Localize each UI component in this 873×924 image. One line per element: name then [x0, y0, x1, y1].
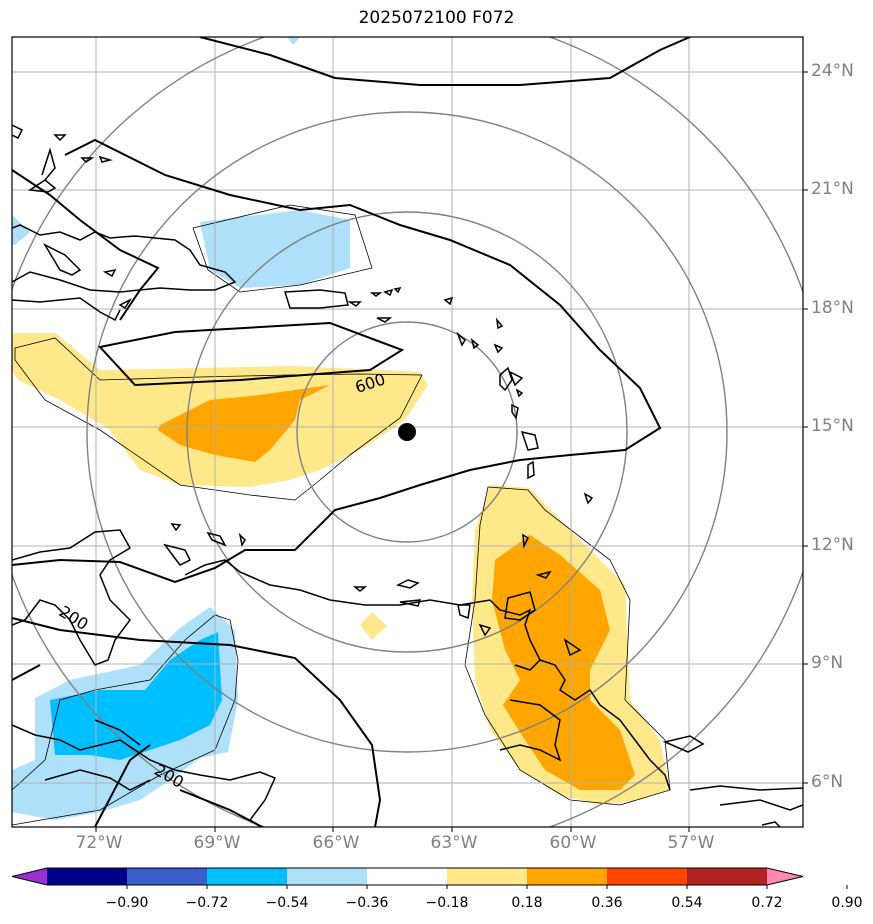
shading-outlines	[12, 204, 671, 826]
colorbar-extend-low	[12, 868, 47, 885]
colorbar-tick-label: −0.72	[185, 895, 229, 911]
colorbar-bin	[447, 868, 528, 885]
lat-label-21n: 21°N	[811, 179, 854, 199]
lon-label-60w: 60°W	[549, 833, 597, 853]
lat-label-12n: 12°N	[811, 535, 854, 555]
colorbar-tick-label: 0.18	[511, 895, 543, 911]
lon-label-57w: 57°W	[667, 833, 715, 853]
storm-center-marker	[398, 423, 416, 441]
lon-label-72w: 72°W	[75, 833, 123, 853]
shading-orange	[158, 385, 635, 790]
colorbar-bin	[527, 868, 608, 885]
colorbar-bin	[127, 868, 208, 885]
lat-label-9n: 9°N	[811, 653, 844, 673]
colorbar-tick-label: −0.18	[425, 895, 469, 911]
colorbar-tick-label: 0.90	[831, 895, 863, 911]
colorbar-outline	[11, 867, 804, 886]
colorbar-bin	[207, 868, 288, 885]
height-contours	[12, 37, 691, 827]
colorbar-extend-high	[767, 868, 803, 885]
colorbar-bin	[607, 868, 688, 885]
colorbar-bin	[287, 868, 368, 885]
colorbar-bin	[367, 868, 448, 885]
lat-label-24n: 24°N	[811, 61, 854, 81]
colorbar	[11, 867, 848, 889]
colorbar-tick-label: 0.36	[591, 895, 623, 911]
lat-label-18n: 18°N	[811, 298, 854, 318]
colorbar-tick-label: 0.72	[751, 895, 783, 911]
lon-label-69w: 69°W	[193, 833, 241, 853]
colorbar-tick-label: 0.54	[671, 895, 703, 911]
colorbar-tick-label: −0.90	[105, 895, 149, 911]
lat-label-6n: 6°N	[811, 772, 844, 792]
lat-label-15n: 15°N	[811, 416, 854, 436]
lon-label-66w: 66°W	[312, 833, 360, 853]
lon-label-63w: 63°W	[430, 833, 478, 853]
range-rings	[12, 37, 803, 827]
colorbar-bin	[47, 868, 128, 885]
tick-marks	[95, 71, 808, 832]
colorbar-bin	[687, 868, 768, 885]
map-title: 2025072100 F072	[358, 8, 515, 28]
colorbar-tick-label: −0.54	[265, 895, 309, 911]
map-frame	[11, 36, 804, 828]
coastlines	[12, 124, 803, 827]
colorbar-tick-label: −0.36	[345, 895, 389, 911]
